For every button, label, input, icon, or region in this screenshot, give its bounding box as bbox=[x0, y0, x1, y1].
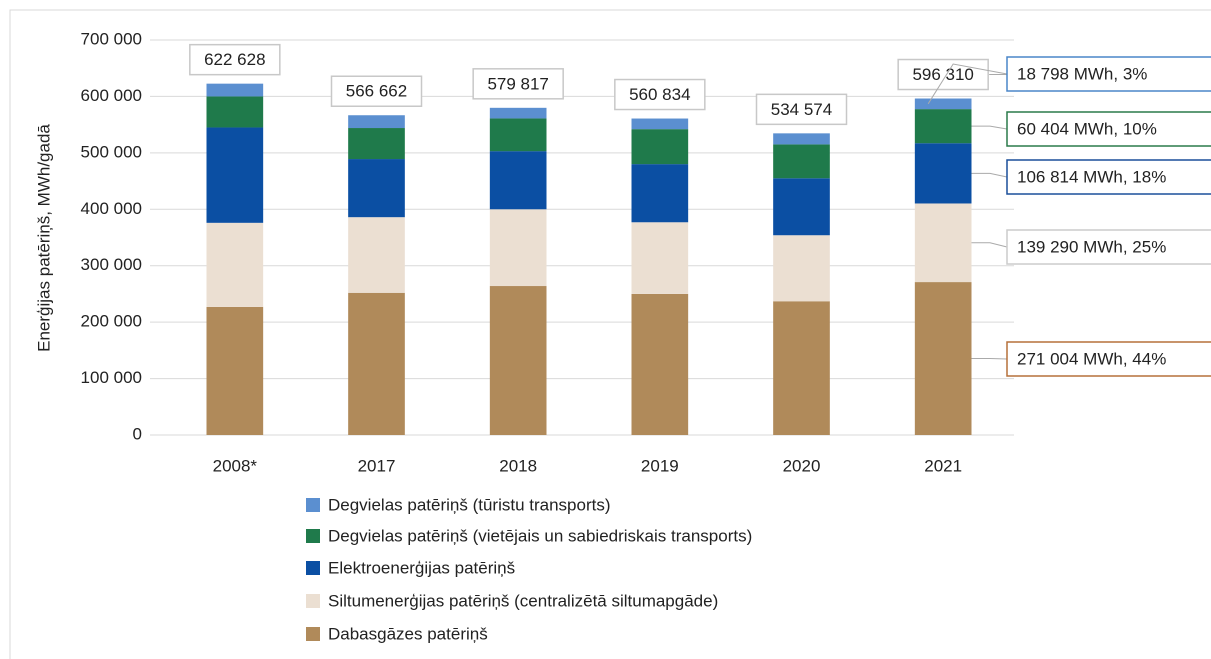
total-box bbox=[472, 68, 564, 100]
bar-segment bbox=[489, 107, 547, 119]
annotation-label: 106 814 MWh, 18% bbox=[1017, 167, 1166, 186]
bar-segment bbox=[914, 109, 972, 144]
total-box bbox=[330, 75, 423, 107]
bar-segment bbox=[206, 96, 264, 128]
y-tick-label: 600 000 bbox=[81, 86, 142, 105]
bar-segment bbox=[631, 222, 689, 294]
y-tick-label: 300 000 bbox=[81, 255, 142, 274]
bar-segment bbox=[631, 118, 689, 130]
bar-segment bbox=[773, 301, 830, 435]
leader-line bbox=[971, 172, 1008, 178]
legend-swatch bbox=[306, 627, 320, 641]
legend-swatch bbox=[306, 529, 320, 543]
bar-segment bbox=[489, 286, 547, 435]
total-box bbox=[614, 78, 706, 111]
total-label: 622 628 bbox=[204, 50, 265, 69]
annotation-box bbox=[1006, 341, 1211, 377]
legend-swatch bbox=[306, 561, 320, 575]
bar-segment bbox=[489, 151, 547, 210]
leader-line bbox=[927, 63, 1008, 105]
total-box bbox=[897, 58, 989, 91]
legend-swatch bbox=[306, 498, 320, 512]
total-box bbox=[189, 43, 281, 76]
total-label: 596 310 bbox=[912, 65, 973, 84]
bar-segment bbox=[773, 133, 830, 145]
x-tick-label: 2019 bbox=[641, 456, 679, 475]
legend-label: Elektroenerģijas patēriņš bbox=[328, 558, 515, 577]
total-label: 566 662 bbox=[346, 82, 407, 101]
x-tick-label: 2008* bbox=[213, 456, 258, 475]
chart-frame bbox=[9, 9, 1211, 659]
x-tick-label: 2020 bbox=[783, 456, 821, 475]
x-tick-label: 2017 bbox=[358, 456, 396, 475]
total-label: 579 817 bbox=[487, 74, 548, 93]
bar-segment bbox=[631, 293, 689, 435]
bar-segment bbox=[348, 292, 405, 435]
bar-segment bbox=[773, 178, 830, 236]
bar-segment bbox=[489, 209, 547, 287]
legend-label: Siltumenerģijas patēriņš (centralizētā s… bbox=[328, 591, 718, 610]
bar-segment bbox=[348, 128, 405, 160]
bar-segment bbox=[631, 164, 689, 223]
bar-segment bbox=[914, 203, 972, 283]
total-label: 534 574 bbox=[771, 100, 832, 119]
y-tick-label: 400 000 bbox=[81, 199, 142, 218]
annotation-label: 139 290 MWh, 25% bbox=[1017, 237, 1166, 256]
y-tick-label: 200 000 bbox=[81, 312, 142, 331]
y-tick-label: 0 bbox=[133, 424, 142, 443]
bar-segment bbox=[206, 306, 264, 435]
y-tick-label: 100 000 bbox=[81, 368, 142, 387]
x-tick-label: 2018 bbox=[499, 456, 537, 475]
bar-segment bbox=[206, 222, 264, 307]
bar-segment bbox=[773, 144, 830, 179]
annotation-label: 18 798 MWh, 3% bbox=[1017, 64, 1147, 83]
x-tick-label: 2021 bbox=[924, 456, 962, 475]
y-tick-label: 500 000 bbox=[81, 142, 142, 161]
bar-segment bbox=[206, 127, 264, 223]
annotation-box bbox=[1006, 111, 1211, 147]
bar-segment bbox=[773, 235, 830, 302]
legend-label: Degvielas patēriņš (tūristu transports) bbox=[328, 495, 611, 514]
leader-line bbox=[971, 125, 1008, 130]
leader-line bbox=[971, 242, 1008, 248]
bar-segment bbox=[914, 143, 972, 204]
bar-segment bbox=[914, 98, 972, 110]
bar-segment bbox=[489, 118, 547, 152]
bar-segment bbox=[631, 129, 689, 165]
legend-label: Dabasgāzes patēriņš bbox=[328, 624, 488, 643]
total-box bbox=[755, 93, 848, 126]
bar-segment bbox=[348, 115, 405, 129]
legend-swatch bbox=[306, 594, 320, 608]
legend-label: Degvielas patēriņš (vietējais un sabiedr… bbox=[328, 526, 752, 545]
bar-segment bbox=[914, 282, 972, 435]
annotation-label: 271 004 MWh, 44% bbox=[1017, 349, 1166, 368]
y-tick-label: 700 000 bbox=[81, 29, 142, 48]
bar-segment bbox=[206, 83, 264, 97]
annotation-box bbox=[1006, 159, 1211, 195]
annotation-box bbox=[1006, 56, 1211, 92]
bar-segment bbox=[348, 217, 405, 293]
total-label: 560 834 bbox=[629, 85, 690, 104]
annotation-box bbox=[1006, 229, 1211, 265]
bar-segment bbox=[348, 159, 405, 218]
y-axis-label: Enerģijas patēriņš, MWh/gadā bbox=[34, 124, 53, 352]
annotation-label: 60 404 MWh, 10% bbox=[1017, 119, 1157, 138]
